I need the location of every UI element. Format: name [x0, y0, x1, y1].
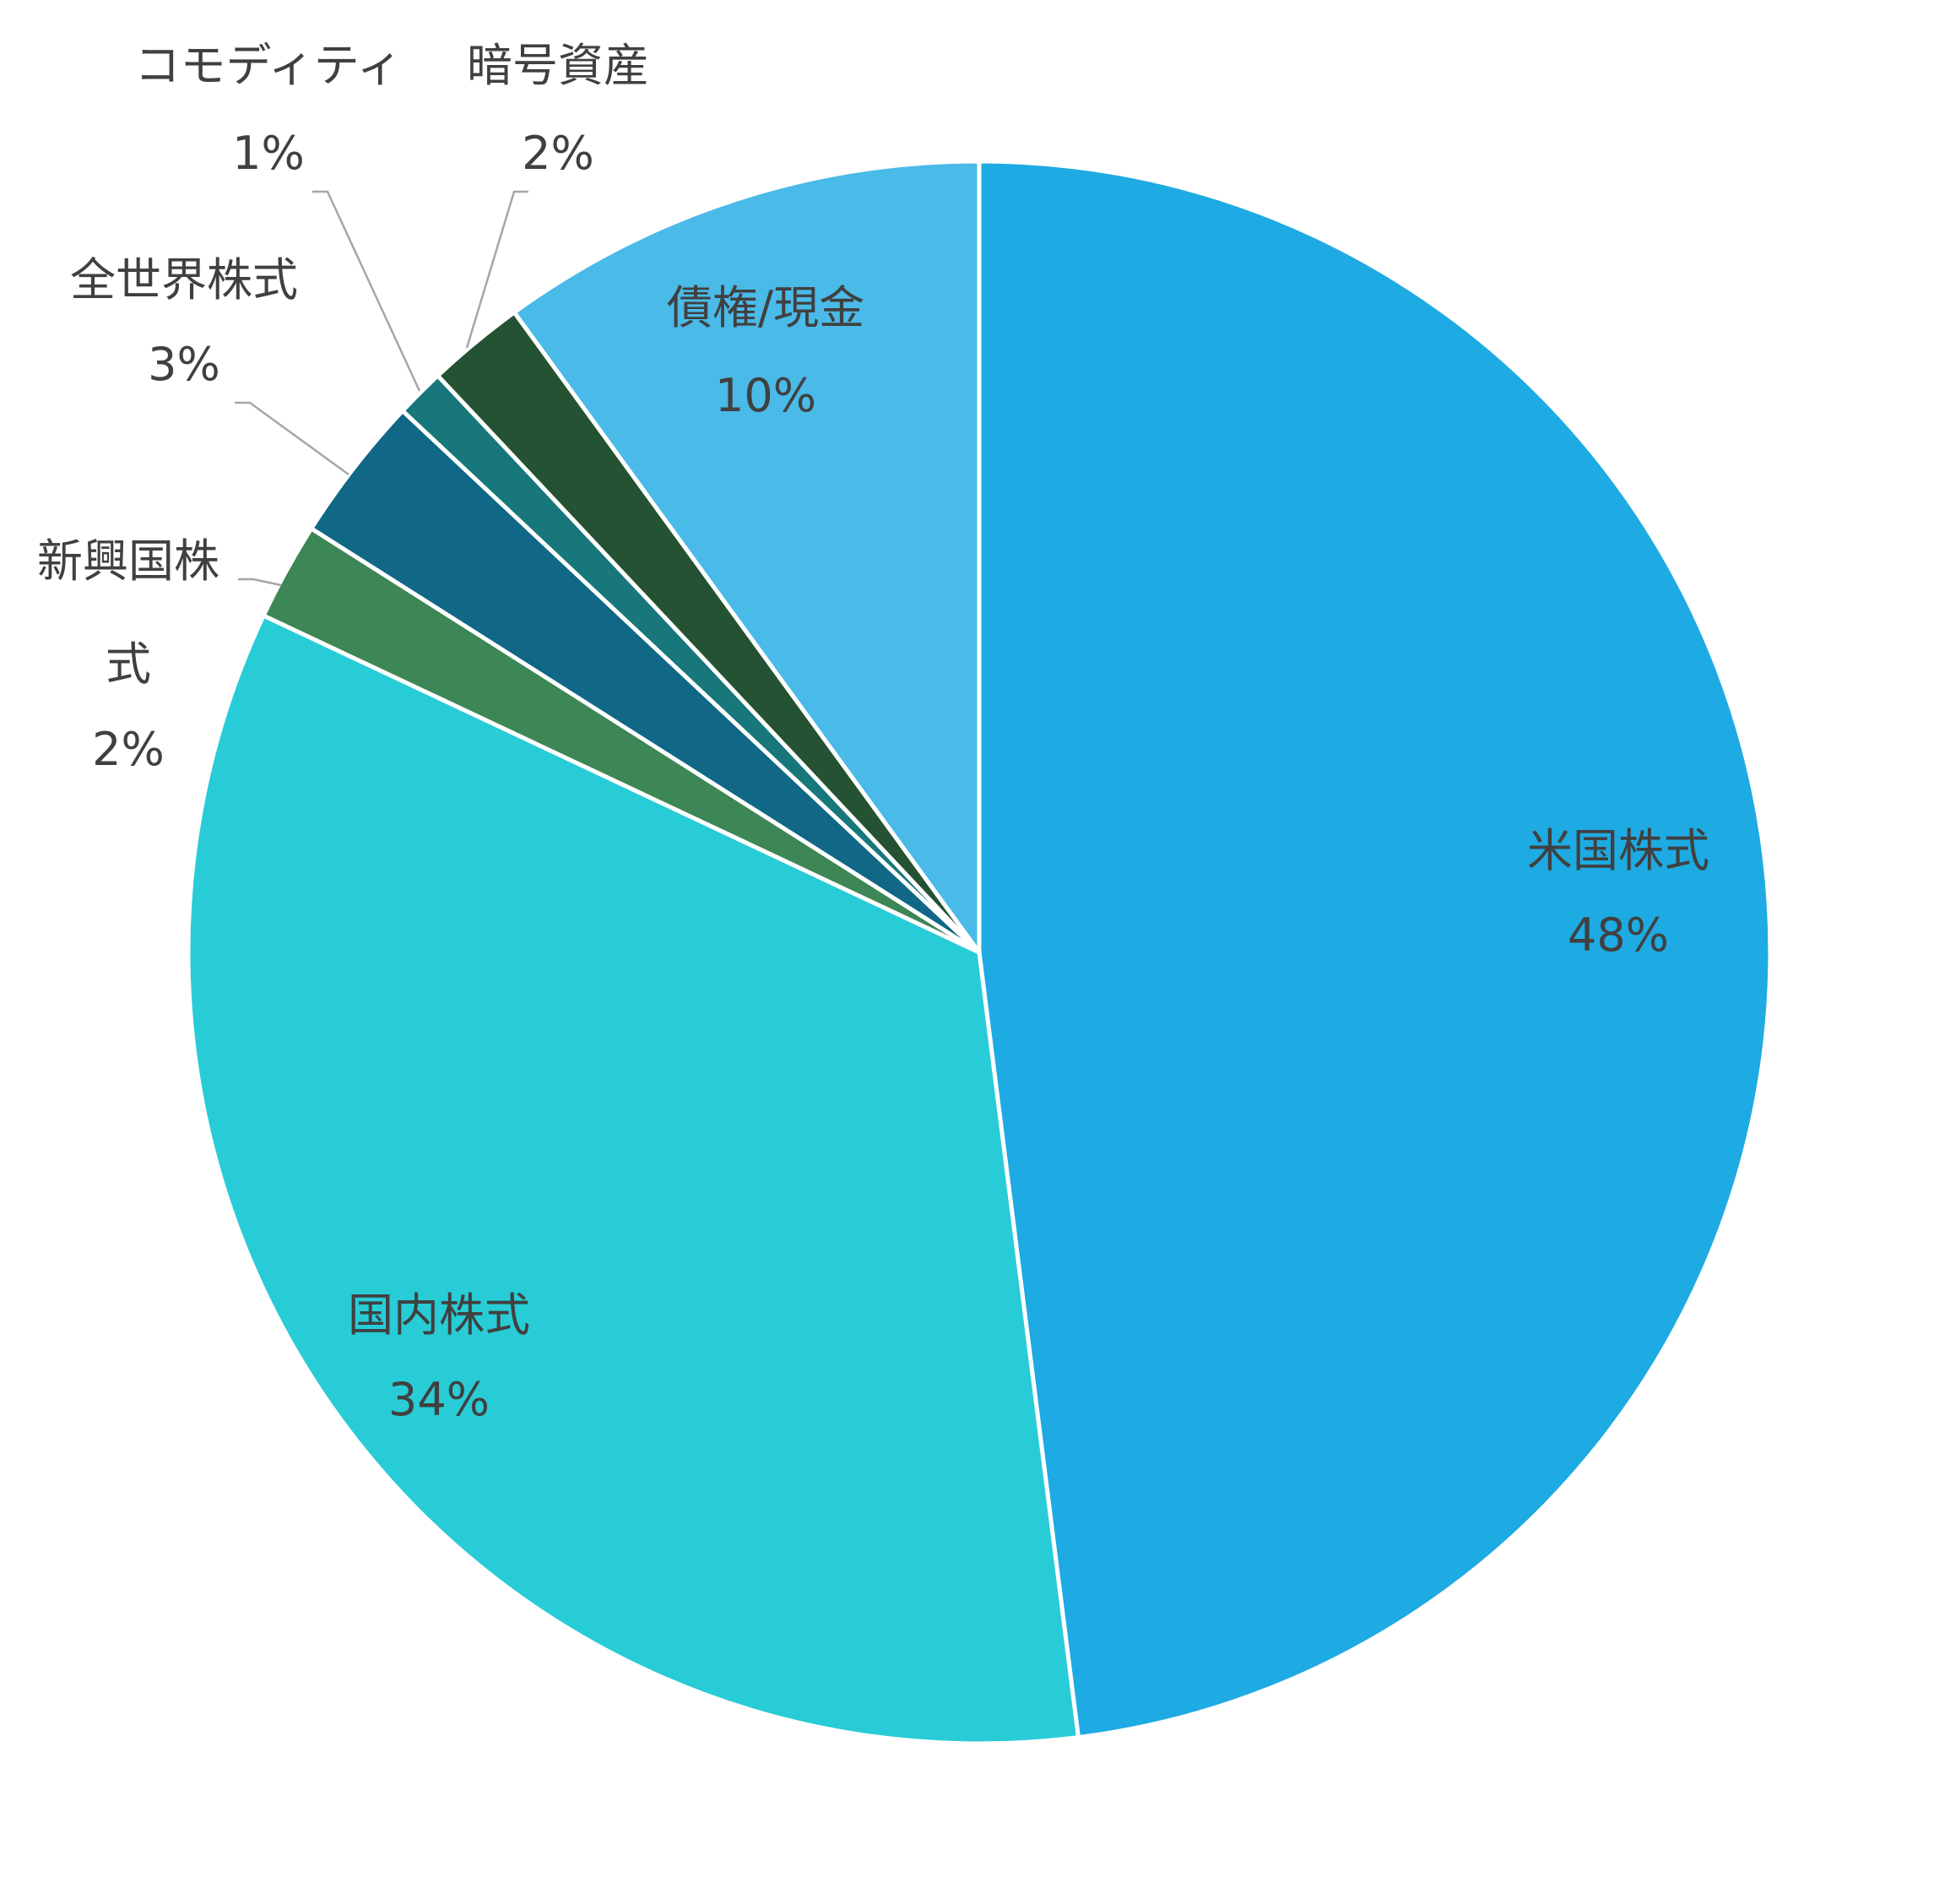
- slice-value-emerging-equity: 2%: [92, 723, 165, 776]
- slice-label-emerging-equity-line2: 式: [106, 637, 151, 691]
- leader-line-crypto: [465, 190, 528, 349]
- slice-value-crypto: 2%: [522, 127, 594, 180]
- slice-label-commodity: コモディティ: [135, 39, 403, 92]
- leader-line-commodity: [312, 190, 421, 392]
- slice-label-us-equity: 米国株式: [1527, 824, 1709, 877]
- pie-slices: [186, 159, 1773, 1746]
- pie-slice-bonds-cash: [511, 159, 982, 959]
- leader-line-emerging-equity: [238, 578, 282, 587]
- slice-label-global-equity: 全世界株式: [70, 253, 298, 306]
- slice-value-global-equity: 3%: [148, 338, 220, 391]
- slice-label-crypto: 暗号資産: [467, 39, 649, 92]
- slice-label-emerging-equity-line1: 新興国株: [37, 534, 219, 588]
- slice-label-bonds-cash: 債権/現金: [667, 281, 864, 334]
- pie-slice-us-equity: [977, 159, 1773, 1740]
- slice-value-domestic-equity: 34%: [388, 1373, 490, 1426]
- leader-line-global-equity: [235, 401, 349, 476]
- slice-value-us-equity: 48%: [1568, 909, 1669, 962]
- slice-value-bonds-cash: 10%: [715, 369, 816, 422]
- slice-value-commodity: 1%: [232, 127, 305, 180]
- pie-slice-domestic-equity: [186, 612, 1081, 1746]
- slice-label-domestic-equity: 国内株式: [348, 1288, 530, 1342]
